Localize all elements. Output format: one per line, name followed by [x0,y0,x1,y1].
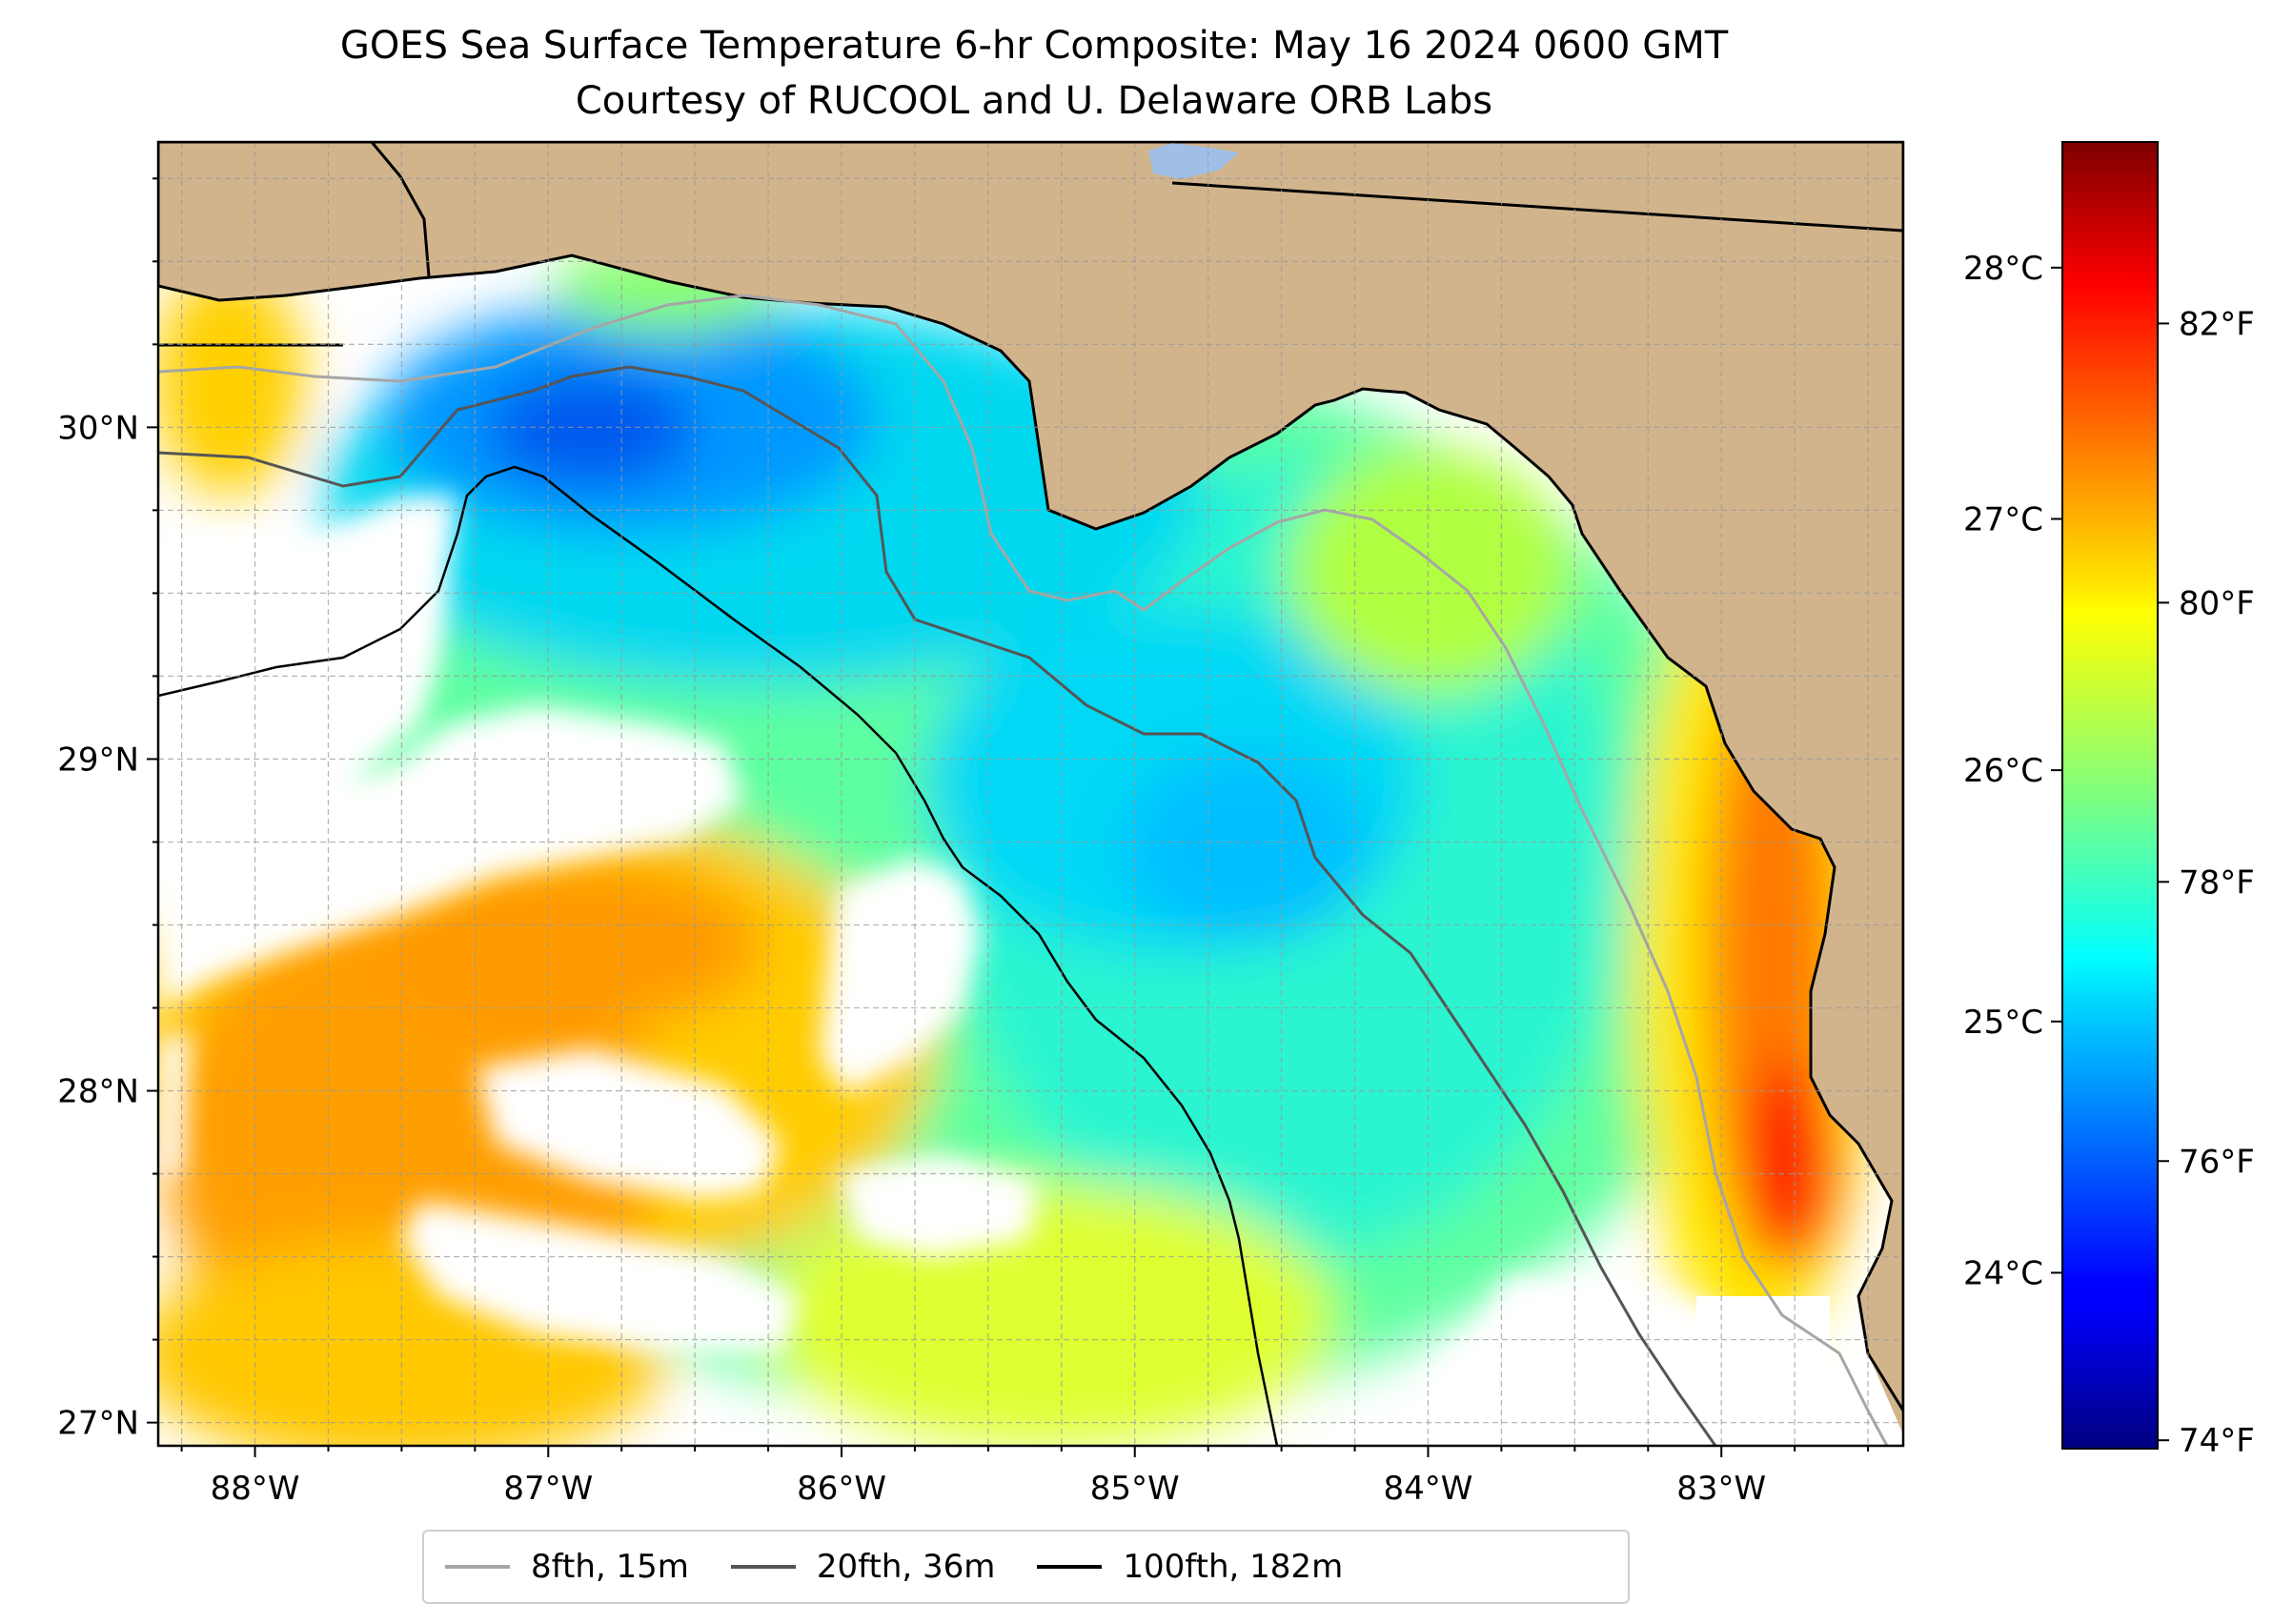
longitude-axis: 88°W 87°W 86°W 85°W 84°W 83°W [180,1446,1870,1508]
lat-tick-label: 28°N [57,1073,139,1111]
lake [1148,143,1239,179]
celsius-tick-label: 25°C [1963,1004,2043,1042]
celsius-tick-label: 28°C [1963,250,2043,288]
lat-tick-label: 30°N [57,409,139,447]
celsius-tick-label: 27°C [1963,500,2043,538]
no-data-patches [158,496,1792,1446]
legend-label: 20fth, 36m [816,1548,996,1586]
lon-tick-label: 86°W [797,1470,886,1508]
graticule [158,142,1903,1446]
legend-item-8fth: 8fth, 15m [445,1548,689,1586]
colorbar [2061,141,2159,1450]
map-frame [156,140,1905,1448]
no-data-corner [1696,1296,1830,1446]
land-overlay [158,142,1903,1413]
map-title: GOES Sea Surface Temperature 6-hr Compos… [339,24,1729,68]
celsius-tick-label: 24°C [1963,1254,2043,1292]
contour-legend: 8fth, 15m 20fth, 36m 100fth, 182m [422,1530,1630,1604]
legend-label: 100fth, 182m [1123,1548,1344,1586]
lon-tick-label: 84°W [1384,1470,1473,1508]
lat-tick-label: 29°N [57,741,139,779]
fahrenheit-tick-label: 76°F [2179,1143,2255,1181]
colorbar-celsius-axis: 28°C 27°C 26°C 25°C 24°C [1963,250,2062,1292]
contour-8fth [158,294,1889,1446]
colorbar-fahrenheit-axis: 82°F 80°F 78°F 76°F 74°F [2158,305,2255,1460]
contour-100fth [158,465,1279,1446]
fahrenheit-tick-label: 82°F [2179,305,2255,343]
map-subtitle: Courtesy of RUCOOL and U. Delaware ORB L… [575,79,1493,123]
legend-item-100fth: 100fth, 182m [1037,1548,1343,1586]
celsius-tick-label: 26°C [1963,752,2043,790]
lon-tick-label: 87°W [503,1470,593,1508]
lon-tick-label: 83°W [1676,1470,1766,1508]
latitude-axis: 30°N 29°N 28°N 27°N [57,177,158,1443]
fahrenheit-tick-label: 78°F [2179,863,2255,902]
contour-20fth [158,365,1717,1446]
legend-label: 8fth, 15m [531,1548,689,1586]
fahrenheit-tick-label: 74°F [2179,1422,2255,1460]
legend-item-20fth: 20fth, 36m [730,1548,996,1586]
map-area [158,142,1903,1446]
state-border-west [370,142,431,277]
lon-tick-label: 85°W [1090,1470,1180,1508]
lat-tick-label: 27°N [57,1405,139,1443]
legend-swatch [1037,1565,1103,1569]
legend-swatch [445,1565,510,1569]
fahrenheit-tick-label: 80°F [2179,584,2255,622]
state-border [1171,181,1903,233]
lon-tick-label: 88°W [211,1470,300,1508]
legend-swatch [730,1565,796,1569]
